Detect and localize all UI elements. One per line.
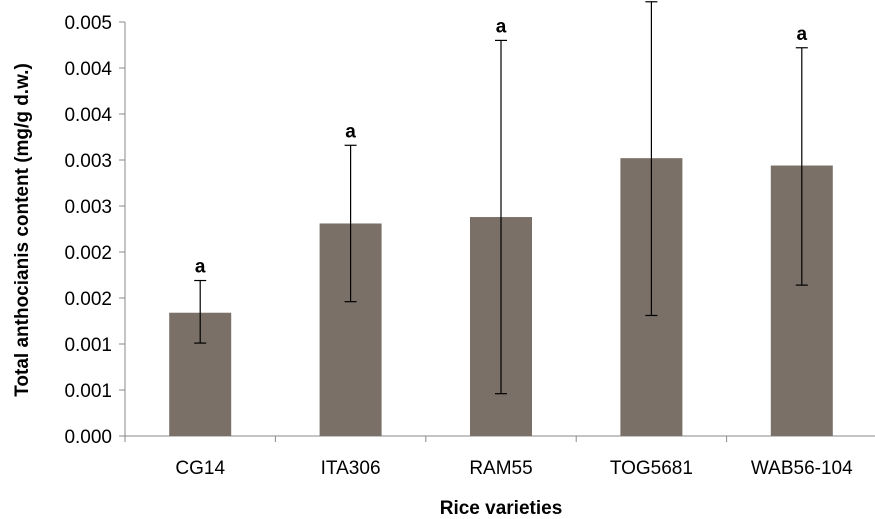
x-axis-title: Rice varieties: [440, 498, 563, 519]
x-tick-label: TOG5681: [610, 458, 693, 479]
y-tick-label: 0.003: [64, 151, 112, 172]
significance-label: a: [195, 257, 206, 278]
significance-label: a: [797, 24, 808, 45]
significance-label: a: [345, 121, 356, 142]
x-tick-label: RAM55: [469, 458, 532, 479]
y-tick-label: 0.001: [64, 335, 112, 356]
y-tick-label: 0.005: [64, 13, 112, 34]
x-tick-label: WAB56-104: [751, 458, 853, 479]
y-tick-label: 0.002: [64, 289, 112, 310]
y-tick-label: 0.004: [64, 105, 112, 126]
y-tick-label: 0.003: [64, 197, 112, 218]
y-tick-label: 0.004: [64, 59, 112, 80]
x-tick-label: CG14: [175, 458, 225, 479]
x-tick-label: ITA306: [321, 458, 381, 479]
y-tick-label: 0.001: [64, 381, 112, 402]
y-axis-title: Total anthocianis content (mg/g d.w.): [12, 63, 33, 397]
y-tick-label: 0.002: [64, 243, 112, 264]
significance-label: a: [496, 16, 507, 37]
y-tick-label: 0.000: [64, 427, 112, 448]
plot-area: 0.000 0.001 0.001 0.002 0.002 0.003 0.003 0.004…: [64, 1, 875, 479]
